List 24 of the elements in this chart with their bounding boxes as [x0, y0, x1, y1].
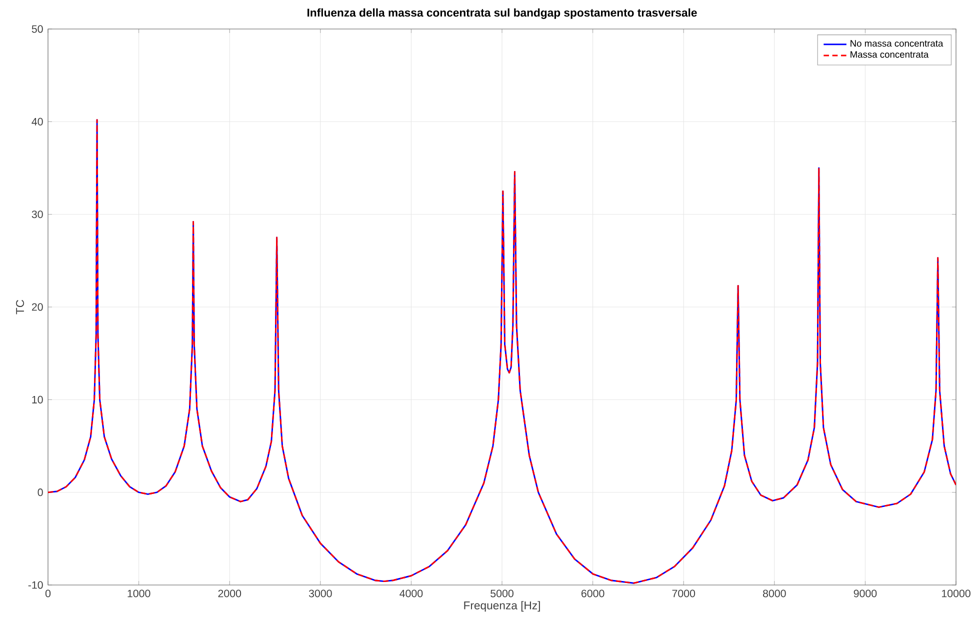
y-tick-label: 10: [32, 396, 43, 404]
x-tick-label: 8000: [763, 590, 786, 598]
chart-title: Influenza della massa concentrata sul bandgap spostamento trasversale: [308, 8, 697, 19]
x-tick-label: 7000: [672, 590, 696, 598]
y-tick-label: 0: [38, 488, 43, 496]
y-tick-label: 50: [32, 25, 43, 33]
x-tick-label: 9000: [854, 590, 877, 598]
x-tick-label: 5000: [490, 590, 514, 598]
y-tick-label: 40: [32, 118, 43, 126]
legend-label: Massa concentrata: [850, 51, 929, 58]
x-tick-label: 3000: [308, 590, 332, 598]
x-tick-label: 1000: [128, 590, 150, 598]
x-tick-label: 4000: [400, 590, 423, 598]
x-tick-label: 6000: [581, 590, 604, 598]
x-tick-label: 10000: [942, 590, 970, 598]
y-tick-label: 30: [32, 210, 43, 218]
x-axis-title: Frequenza [Hz]: [464, 601, 540, 612]
y-tick-label: 20: [32, 303, 43, 311]
x-tick-label: 2000: [218, 590, 242, 598]
y-tick-label: -10: [28, 581, 43, 589]
legend-label: No massa concentrata: [850, 40, 944, 47]
x-tick-label: 0: [45, 590, 51, 598]
line-series: [48, 119, 956, 584]
y-axis-title: TC: [16, 300, 24, 314]
